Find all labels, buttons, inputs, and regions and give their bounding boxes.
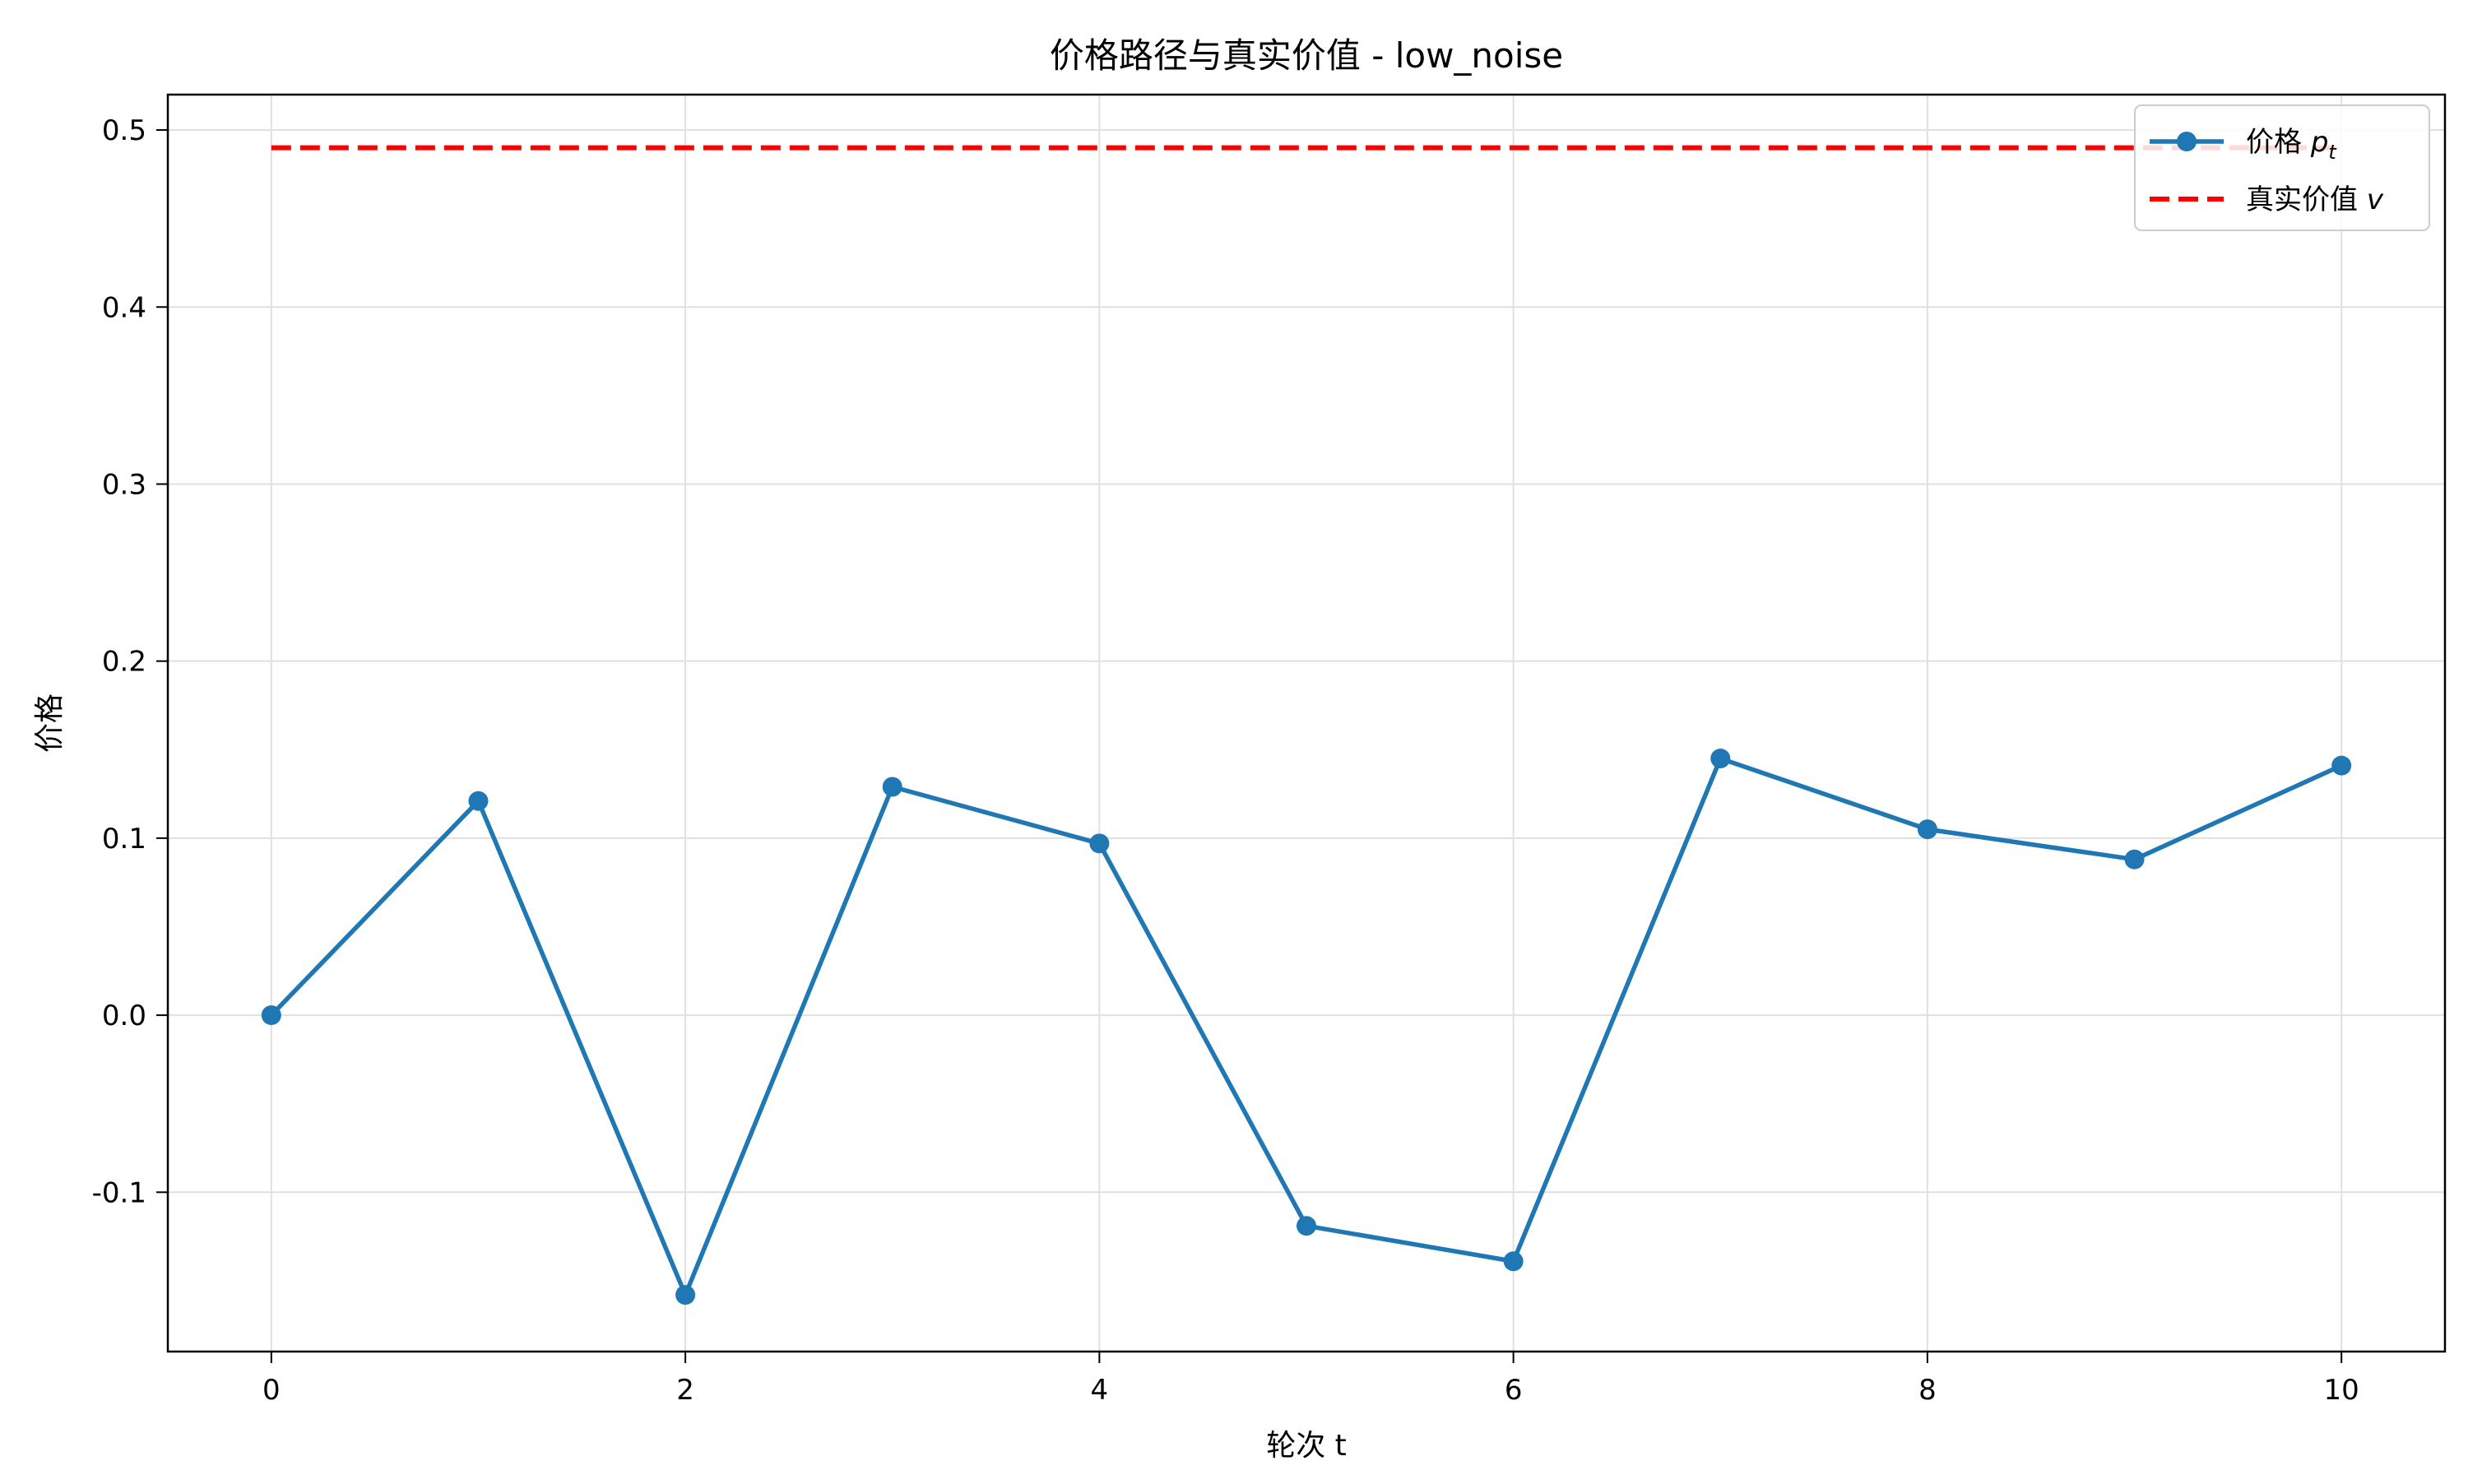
x-tick-label: 6 bbox=[1505, 1374, 1523, 1407]
price-point bbox=[1297, 1216, 1316, 1236]
price-point bbox=[468, 791, 489, 811]
price-point bbox=[2124, 849, 2145, 870]
axis-ticks: 0 2 4 6 8 10 -0.1 0.0 0.1 0.2 0.3 0.4 0.5 bbox=[92, 114, 2359, 1407]
y-tick-label: -0.1 bbox=[92, 1176, 146, 1209]
y-tick-label: 0.5 bbox=[102, 114, 146, 147]
price-point bbox=[1710, 749, 1731, 769]
legend-label: 真实价值 v bbox=[2246, 183, 2384, 216]
price-point bbox=[261, 1005, 281, 1026]
y-tick-label: 0.1 bbox=[102, 823, 146, 856]
x-tick-label: 8 bbox=[1918, 1374, 1937, 1407]
x-tick-label: 10 bbox=[2324, 1374, 2359, 1407]
legend-marker bbox=[2177, 132, 2197, 151]
x-tick-label: 2 bbox=[676, 1374, 694, 1407]
chart-title: 价格路径与真实价值 - low_noise bbox=[1050, 35, 1563, 76]
x-tick-label: 4 bbox=[1091, 1374, 1109, 1407]
y-tick-label: 0.4 bbox=[102, 291, 146, 324]
grid-lines bbox=[168, 95, 2445, 1352]
y-tick-label: 0.2 bbox=[102, 646, 146, 679]
x-axis-title: 轮次 t bbox=[1266, 1429, 1347, 1463]
y-axis-title: 价格 bbox=[33, 693, 67, 753]
plot-frame bbox=[166, 93, 2447, 1353]
y-tick-label: 0.3 bbox=[102, 468, 146, 501]
price-point bbox=[1917, 819, 1937, 840]
y-tick-label: 0.0 bbox=[102, 999, 146, 1032]
series-layer bbox=[261, 145, 2352, 1305]
legend-label: 价格 pt bbox=[2246, 126, 2337, 164]
price-point bbox=[1503, 1251, 1524, 1272]
legend: 价格 pt 真实价值 v bbox=[2134, 104, 2430, 231]
price-point bbox=[675, 1285, 696, 1305]
x-tick-label: 0 bbox=[262, 1374, 281, 1407]
price-point bbox=[1089, 833, 1110, 854]
price-point bbox=[882, 777, 902, 797]
price-point bbox=[2331, 755, 2352, 776]
